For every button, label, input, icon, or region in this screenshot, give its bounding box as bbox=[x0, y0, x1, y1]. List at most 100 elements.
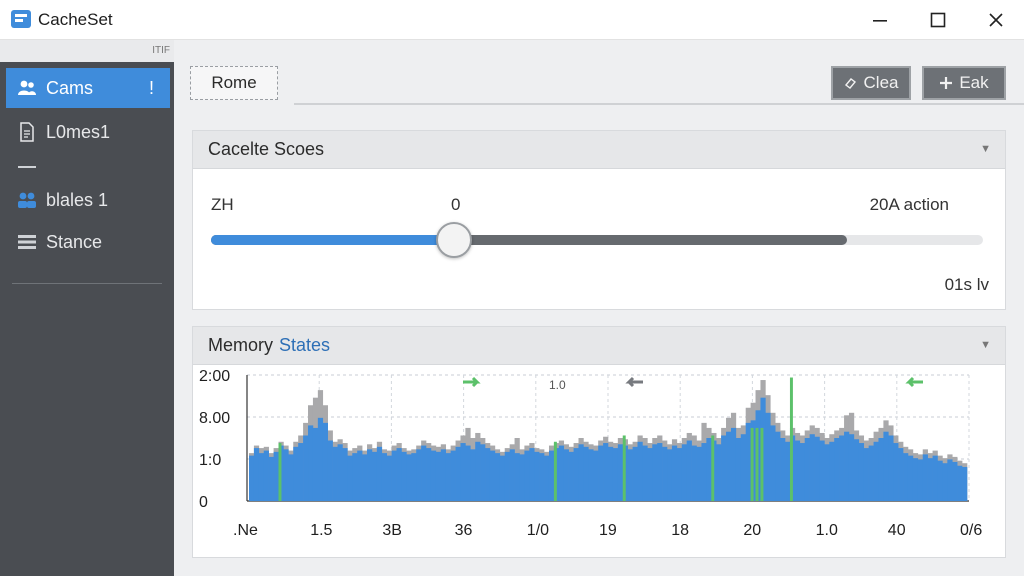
chart-bar bbox=[853, 439, 860, 501]
chart-bar bbox=[593, 450, 599, 501]
chart-bar bbox=[735, 438, 742, 501]
chart-bar bbox=[263, 450, 269, 501]
chart-bar bbox=[898, 448, 904, 501]
chart-bar bbox=[912, 458, 919, 501]
chart-bar bbox=[726, 431, 732, 501]
sidebar-item-cams[interactable]: Cams ! bbox=[6, 68, 170, 108]
cache-slider[interactable] bbox=[211, 222, 983, 258]
clear-button-label: Clea bbox=[863, 73, 899, 92]
chart-bar bbox=[962, 466, 968, 501]
x-tick-label: 0/6 bbox=[960, 522, 982, 539]
chart-bar bbox=[401, 451, 407, 501]
close-button[interactable] bbox=[972, 0, 1020, 40]
sidebar-item-stance[interactable]: Stance bbox=[6, 222, 170, 262]
sidebar-strip-text: ITIF bbox=[152, 45, 170, 56]
collapse-icon[interactable]: ▼ bbox=[980, 143, 991, 155]
chart-bar bbox=[435, 451, 442, 501]
title-bar: CacheSet bbox=[0, 0, 1024, 40]
tab-rome[interactable]: Rome bbox=[190, 66, 278, 100]
cache-footer-label: 01s lv bbox=[944, 275, 989, 294]
sidebar-item-blales[interactable]: blales 1 bbox=[6, 180, 170, 220]
chart-bar bbox=[553, 441, 557, 501]
chart-bar bbox=[519, 454, 525, 501]
chart-bar bbox=[288, 454, 294, 501]
chart-bar bbox=[691, 445, 697, 501]
chart-bar bbox=[932, 455, 938, 501]
chart-bar bbox=[470, 449, 476, 501]
chart-bar bbox=[278, 443, 282, 501]
chart-bar bbox=[745, 422, 751, 501]
eraser-icon bbox=[844, 78, 856, 89]
chart-bar bbox=[376, 446, 383, 501]
chart-bar bbox=[809, 434, 815, 501]
minimize-button[interactable] bbox=[856, 0, 904, 40]
chart-bar bbox=[794, 440, 801, 501]
main-content: Rome Clea Eak Cacelte Scoes ▼ ZH 0 20A a… bbox=[174, 40, 1024, 576]
chart-bar bbox=[652, 444, 658, 501]
chart-bar bbox=[509, 449, 515, 501]
list-icon bbox=[16, 231, 38, 253]
chart-bar bbox=[406, 454, 412, 501]
chart-bar bbox=[858, 443, 865, 501]
chart-bar bbox=[647, 448, 653, 501]
chart-bar bbox=[863, 448, 869, 501]
chart-bar bbox=[430, 450, 437, 501]
chart-bar bbox=[421, 445, 427, 501]
y-tick-label: 2:00 bbox=[199, 368, 230, 385]
chart-bar bbox=[883, 431, 889, 501]
x-tick-label: 1.5 bbox=[310, 522, 332, 539]
chart-bar bbox=[558, 445, 565, 501]
chart-bar bbox=[317, 417, 324, 501]
chart-bar bbox=[489, 450, 496, 501]
chart-bar bbox=[347, 455, 353, 501]
cache-panel-header[interactable]: Cacelte Scoes ▼ bbox=[193, 131, 1005, 169]
chart-bar bbox=[480, 444, 486, 501]
chart-bar bbox=[426, 448, 432, 501]
cache-panel: Cacelte Scoes ▼ ZH 0 20A action 01s lv bbox=[192, 130, 1006, 310]
chart-bar bbox=[465, 445, 471, 501]
memory-panel-title-accent: States bbox=[279, 335, 331, 355]
chart-bar bbox=[829, 441, 835, 501]
chart-bar bbox=[760, 427, 764, 501]
memory-panel-header[interactable]: Memory States ▼ bbox=[193, 327, 1005, 365]
chart-bar bbox=[268, 456, 274, 501]
maximize-icon bbox=[930, 12, 946, 28]
chart-bar bbox=[667, 449, 673, 501]
chart-bar bbox=[819, 440, 825, 501]
chart-bar bbox=[342, 448, 348, 501]
clear-button[interactable]: Clea bbox=[831, 66, 911, 100]
chart-bar bbox=[770, 425, 776, 501]
maximize-button[interactable] bbox=[914, 0, 962, 40]
chart-bar bbox=[337, 444, 343, 501]
slider-fill bbox=[211, 235, 455, 245]
chart-bar bbox=[765, 412, 771, 501]
chart-bar bbox=[460, 443, 466, 501]
chart-bar bbox=[411, 453, 417, 501]
plus-icon bbox=[940, 77, 953, 89]
slider-thumb[interactable] bbox=[436, 222, 473, 258]
chart-bar bbox=[573, 448, 579, 501]
chart-bar bbox=[789, 377, 793, 501]
chart-bar bbox=[657, 443, 663, 501]
chart-bar bbox=[888, 435, 894, 501]
chart-bar bbox=[371, 451, 378, 501]
chart-bar bbox=[907, 455, 914, 501]
x-tick-label: 40 bbox=[888, 522, 906, 539]
chart-bar bbox=[804, 438, 810, 501]
memory-chart: 2:00 8.00 1:0 0 .Ne 1.5 3B 36 1/0 19 18 20 1.0 40 0/6 1… bbox=[193, 365, 1005, 557]
sidebar-item-l0mes1[interactable]: L0mes1 bbox=[6, 112, 170, 152]
chart-bar bbox=[878, 438, 884, 501]
add-button[interactable]: Eak bbox=[922, 66, 1006, 100]
chart-bar bbox=[499, 455, 506, 501]
collapse-icon[interactable]: ▼ bbox=[980, 339, 991, 351]
chart-bar bbox=[485, 448, 491, 501]
sidebar-item-label: Stance bbox=[46, 231, 103, 252]
y-tick-label: 1:0 bbox=[199, 452, 221, 469]
chart-bar bbox=[617, 444, 624, 501]
chart-bar bbox=[799, 443, 806, 501]
chart-bar bbox=[416, 449, 422, 501]
chart-bar bbox=[514, 453, 520, 501]
chart-bar bbox=[622, 435, 626, 501]
document-icon bbox=[16, 121, 38, 143]
x-tick-label: 1/0 bbox=[527, 522, 549, 539]
